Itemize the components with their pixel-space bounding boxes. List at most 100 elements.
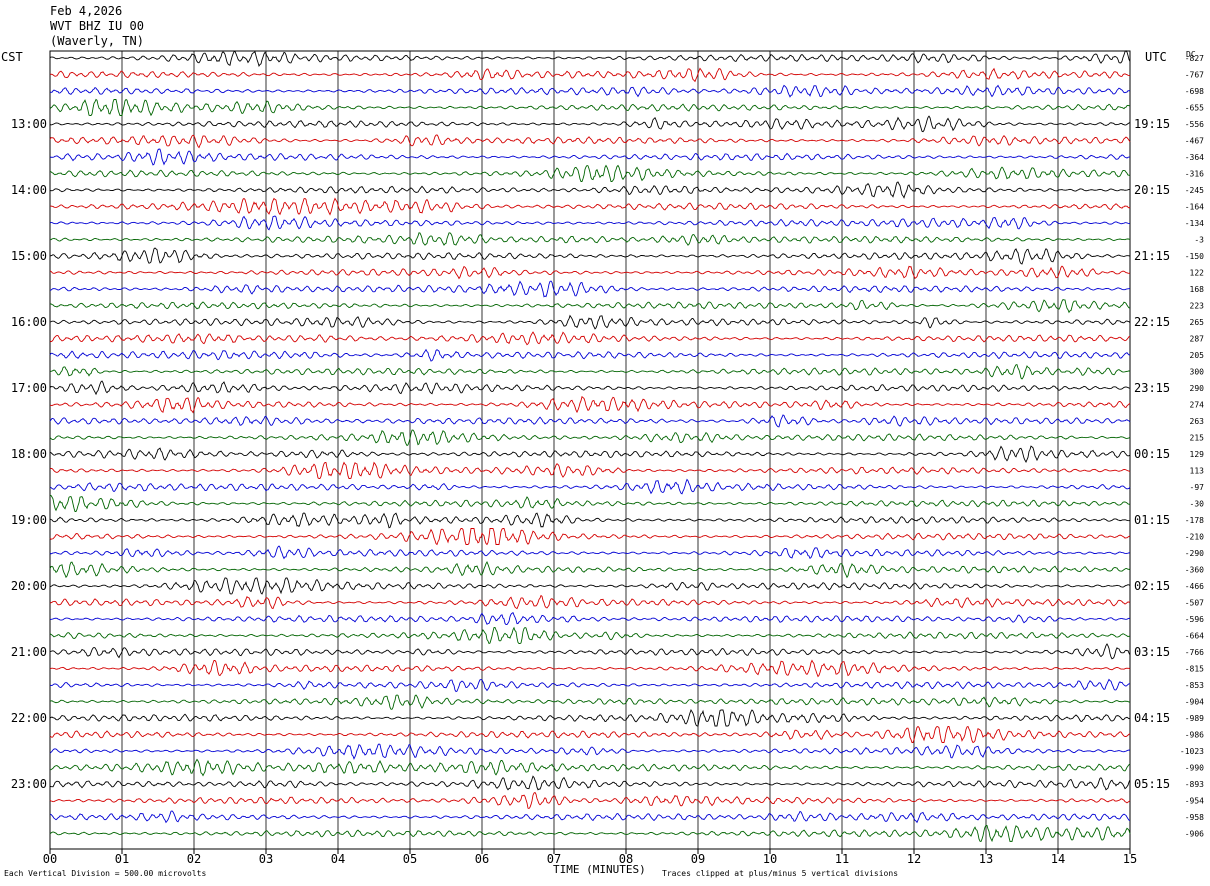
utc-hour-label: 00:15: [1134, 447, 1170, 461]
cst-hour-label: 19:00: [11, 513, 47, 527]
trace-row-25: [49, 461, 1131, 479]
dc-offset-label: -664: [1185, 632, 1204, 641]
dc-offset-label: 129: [1190, 450, 1205, 459]
utc-hour-label: 22:15: [1134, 315, 1170, 329]
trace-row-4: [49, 115, 1131, 133]
plot-grid: [49, 50, 1131, 854]
x-tick-label: 04: [331, 852, 345, 866]
scale-note: Each Vertical Division = 500.00 microvol…: [4, 869, 207, 878]
trace-row-31: [49, 560, 1131, 579]
clip-note: Traces clipped at plus/minus 5 vertical …: [662, 869, 899, 878]
dc-offset-label: -989: [1185, 714, 1204, 723]
x-tick-label: 01: [115, 852, 129, 866]
trace-row-44: [49, 775, 1131, 791]
trace-row-11: [49, 232, 1131, 246]
trace-row-38: [49, 678, 1131, 693]
x-tick-label: 03: [259, 852, 273, 866]
trace-row-24: [49, 445, 1131, 464]
x-tick-label: 10: [763, 852, 777, 866]
trace-row-33: [49, 594, 1131, 610]
trace-row-28: [49, 512, 1131, 529]
trace-row-7: [49, 164, 1131, 182]
dc-offset-label: -904: [1185, 698, 1204, 707]
dc-offset-label: -245: [1185, 186, 1204, 195]
trace-row-14: [49, 280, 1131, 298]
utc-hour-label: 19:15: [1134, 117, 1170, 131]
cst-hour-label: 20:00: [11, 579, 47, 593]
utc-hour-label: 03:15: [1134, 645, 1170, 659]
utc-hour-label: 04:15: [1134, 711, 1170, 725]
trace-row-5: [49, 134, 1131, 149]
trace-row-18: [49, 348, 1131, 362]
trace-row-36: [49, 643, 1131, 660]
x-tick-label: 05: [403, 852, 417, 866]
dc-offset-label: -954: [1185, 797, 1204, 806]
dc-offset-label: -178: [1185, 516, 1204, 525]
trace-row-47: [49, 825, 1131, 843]
dc-offset-label: -164: [1185, 203, 1204, 212]
trace-row-1: [49, 67, 1131, 83]
trace-row-8: [49, 181, 1131, 199]
dc-offset-label: 168: [1190, 285, 1205, 294]
trace-row-41: [49, 725, 1131, 744]
x-tick-label: 06: [475, 852, 489, 866]
cst-hour-label: 15:00: [11, 249, 47, 263]
dc-offset-label: -290: [1185, 549, 1204, 558]
cst-hour-label: 21:00: [11, 645, 47, 659]
cst-hour-label: 14:00: [11, 183, 47, 197]
dc-offset-label: -815: [1185, 665, 1204, 674]
dc-offset-label: -767: [1185, 71, 1204, 80]
trace-row-26: [49, 478, 1131, 495]
dc-offset-label: 265: [1190, 318, 1205, 327]
dc-offset-label: -827: [1185, 54, 1204, 63]
x-tick-label: 08: [619, 852, 633, 866]
trace-row-9: [49, 197, 1131, 216]
x-tick-label: 00: [43, 852, 57, 866]
cst-hour-label: 13:00: [11, 117, 47, 131]
dc-offset-label: -466: [1185, 582, 1204, 591]
dc-offset-label: 223: [1190, 302, 1205, 311]
date-label: Feb 4,2026: [50, 4, 123, 18]
utc-hour-label: 02:15: [1134, 579, 1170, 593]
trace-row-23: [49, 429, 1131, 447]
trace-row-22: [49, 414, 1131, 428]
dc-offset-label: -364: [1185, 153, 1204, 162]
station-label: WVT BHZ IU 00: [50, 19, 144, 33]
utc-axis-label: UTC: [1145, 50, 1167, 64]
trace-row-17: [49, 331, 1131, 346]
cst-hour-label: 16:00: [11, 315, 47, 329]
trace-row-0: [49, 50, 1131, 68]
trace-row-45: [49, 791, 1131, 810]
dc-offset-label: -893: [1185, 780, 1204, 789]
trace-row-2: [49, 84, 1131, 98]
dc-offset-label: -906: [1185, 830, 1204, 839]
dc-offset-label: 287: [1190, 335, 1205, 344]
dc-offset-label: -3: [1194, 236, 1204, 245]
x-tick-label: 11: [835, 852, 849, 866]
dc-offset-label: -97: [1190, 483, 1205, 492]
cst-hour-label: 23:00: [11, 777, 47, 791]
dc-offset-label: 113: [1190, 467, 1205, 476]
trace-row-42: [49, 743, 1131, 760]
trace-row-37: [49, 659, 1131, 678]
axis-labels: 00 01 02 03 04 05 06 07 08 09 10 11 12 13 14 15 -827 -767…: [11, 54, 1204, 866]
x-axis-label: TIME (MINUTES): [553, 863, 646, 876]
trace-row-39: [49, 694, 1131, 710]
dc-offset-label: -958: [1185, 813, 1204, 822]
trace-row-34: [49, 612, 1131, 626]
dc-offset-label: -990: [1185, 764, 1204, 773]
trace-row-32: [49, 577, 1131, 595]
trace-row-30: [49, 545, 1131, 560]
trace-group: [49, 50, 1131, 843]
trace-row-40: [49, 708, 1131, 727]
utc-hour-label: 21:15: [1134, 249, 1170, 263]
x-tick-label: 09: [691, 852, 705, 866]
utc-hour-label: 20:15: [1134, 183, 1170, 197]
trace-row-12: [49, 247, 1131, 265]
dc-offset-label: -655: [1185, 104, 1204, 113]
trace-row-20: [49, 380, 1131, 396]
x-tick-label: 02: [187, 852, 201, 866]
cst-hour-label: 18:00: [11, 447, 47, 461]
utc-hour-label: 23:15: [1134, 381, 1170, 395]
